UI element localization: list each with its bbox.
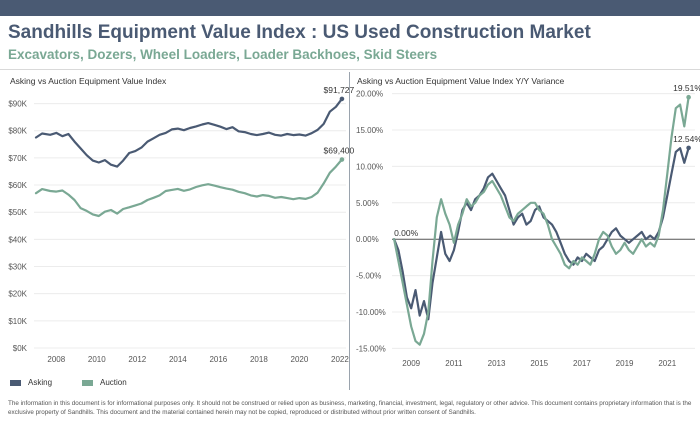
right-y-tick-label: 0.00% [356, 235, 379, 244]
left-y-tick-label: $60K [8, 181, 27, 190]
left-endpoint-auction [339, 157, 345, 162]
right-y-tick-label: 5.00% [356, 199, 379, 208]
legend-item-asking: Asking [10, 378, 52, 387]
right-x-tick-label: 2009 [402, 359, 420, 368]
right-y-tick-label: 15.00% [356, 126, 383, 135]
legend-label-asking: Asking [28, 378, 53, 387]
right-data-label: 0.00% [394, 228, 419, 238]
right-y-tick-label: 20.00% [356, 90, 383, 99]
legend-item-auction: Auction [82, 378, 127, 387]
left-series-auction [34, 158, 343, 218]
left-chart-title: Asking vs Auction Equipment Value Index [10, 76, 167, 86]
panel-divider [349, 72, 350, 390]
header-bar [0, 0, 700, 16]
right-y-tick-label: -15.00% [356, 344, 386, 353]
right-endpoint-auction [686, 94, 691, 100]
left-endpoint-asking [339, 96, 345, 102]
left-x-tick-label: 2010 [88, 355, 106, 364]
right-chart: -15.00% -10.00% -5.00% 0.00% 5.00% 10.00% 15.0… [356, 83, 700, 368]
left-data-label: $69,400 [324, 146, 355, 156]
left-chart: $0K $10K $20K $30K $40K $50K $60K $70K $80K $90K 2… [8, 85, 354, 364]
page-title: Sandhills Equipment Value Index : US Use… [8, 22, 591, 43]
left-x-tick-label: 2016 [209, 355, 227, 364]
left-y-tick-label: $90K [8, 100, 27, 109]
disclaimer: The information in this document is for … [8, 400, 692, 416]
left-y-tick-label: $40K [8, 235, 27, 244]
right-series-auction [393, 96, 690, 346]
left-x-tick-label: 2012 [128, 355, 146, 364]
left-y-tick-label: $70K [8, 154, 27, 163]
right-endpoint-asking [686, 145, 691, 151]
right-x-tick-label: 2021 [658, 359, 676, 368]
right-y-tick-label: -10.00% [356, 308, 386, 317]
left-y-tick-label: $20K [8, 290, 27, 299]
right-data-label: 12.54% [673, 134, 700, 144]
right-x-tick-label: 2013 [488, 359, 506, 368]
right-data-label: 19.51% [673, 83, 700, 93]
left-x-tick-label: 2014 [169, 355, 187, 364]
legend-swatch-asking [10, 379, 21, 386]
left-x-tick-label: 2022 [331, 355, 349, 364]
right-chart-title: Asking vs Auction Equipment Value Index … [357, 76, 565, 86]
left-x-tick-label: 2008 [47, 355, 65, 364]
right-x-tick-label: 2011 [445, 359, 463, 368]
left-y-tick-label: $50K [8, 208, 27, 217]
left-y-tick-label: $0K [13, 344, 28, 353]
left-y-tick-label: $10K [8, 317, 27, 326]
left-y-tick-label: $30K [8, 263, 27, 272]
right-x-tick-label: 2017 [573, 359, 591, 368]
left-series-asking [34, 97, 343, 168]
page-subtitle: Excavators, Dozers, Wheel Loaders, Loade… [8, 47, 438, 62]
right-x-tick-label: 2015 [530, 359, 548, 368]
right-y-tick-label: -5.00% [356, 272, 381, 281]
right-x-tick-label: 2019 [616, 359, 634, 368]
legend-swatch-auction [82, 379, 93, 386]
left-x-tick-label: 2020 [291, 355, 309, 364]
left-data-label: $91,727 [324, 85, 355, 95]
right-series-asking [393, 146, 690, 321]
header-divider [0, 69, 700, 70]
left-x-tick-label: 2018 [250, 355, 268, 364]
right-y-tick-label: 10.00% [356, 162, 383, 171]
legend-label-auction: Auction [100, 378, 127, 387]
left-y-tick-label: $80K [8, 127, 27, 136]
